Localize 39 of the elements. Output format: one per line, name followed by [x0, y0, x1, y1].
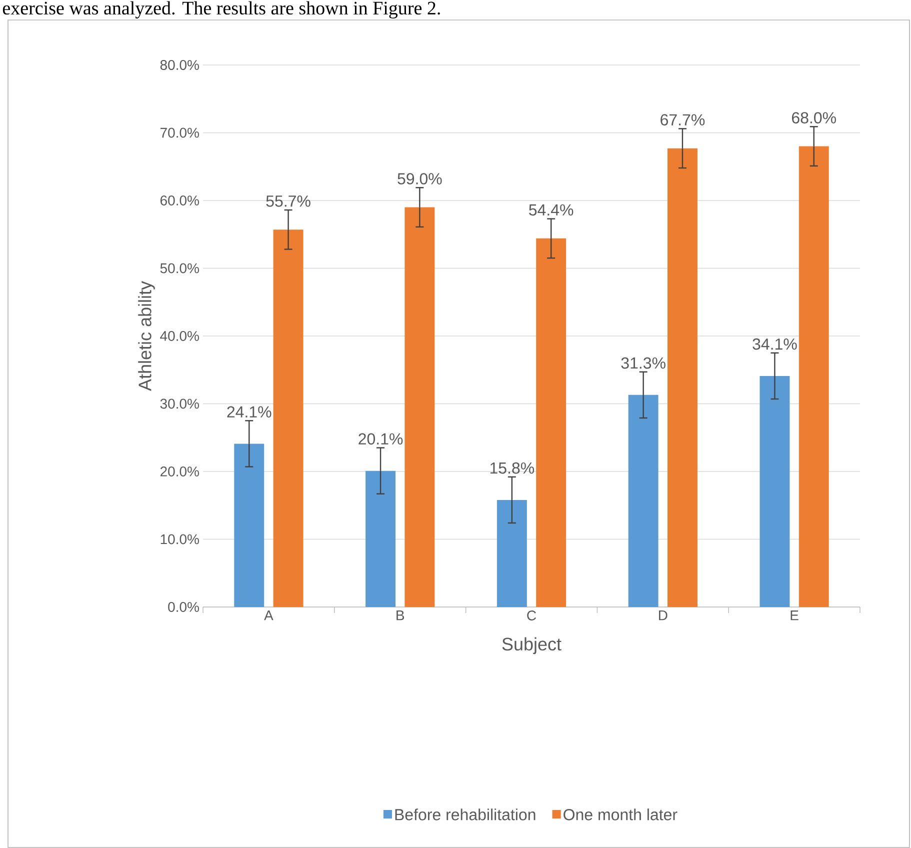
- bar: [536, 238, 566, 607]
- bar: [366, 470, 396, 607]
- data-label: 34.1%: [752, 338, 797, 350]
- data-label: 67.7%: [660, 114, 705, 126]
- legend-label: One month later: [564, 808, 678, 820]
- y-tick-label: 30.0%: [160, 398, 199, 409]
- data-label: 24.1%: [227, 406, 272, 418]
- x-tick-label: C: [527, 610, 536, 620]
- data-label: 54.4%: [529, 204, 574, 216]
- data-label: 20.1%: [358, 433, 403, 445]
- bar: [496, 500, 527, 607]
- bar: [234, 444, 264, 607]
- legend-label: Before rehabilitation: [395, 808, 536, 820]
- bar: [273, 230, 304, 607]
- x-tick-label: A: [264, 610, 274, 620]
- y-tick-label: 0.0%: [168, 602, 199, 612]
- y-tick-label: 10.0%: [160, 534, 199, 544]
- data-label: 68.0%: [792, 112, 836, 124]
- y-tick-label: 40.0%: [160, 331, 199, 341]
- bar: [668, 148, 698, 607]
- data-label: 15.8%: [490, 462, 534, 474]
- data-label: 59.0%: [398, 173, 442, 184]
- y-tick-label: 60.0%: [160, 196, 199, 206]
- text: exercise was analyzed. The results are shown in Figure 2.: [2, 1, 440, 18]
- y-tick-label: 20.0%: [160, 466, 199, 476]
- y-axis-title: Athletic ability: [138, 281, 155, 391]
- y-tick-label: 80.0%: [160, 60, 199, 70]
- bar: [628, 394, 658, 607]
- bar: [798, 146, 829, 607]
- y-tick-label: 70.0%: [160, 128, 199, 138]
- x-tick-label: B: [396, 610, 404, 620]
- data-label: 55.7%: [266, 196, 310, 207]
- bar: [760, 376, 790, 607]
- x-axis-title: Subject: [502, 637, 562, 654]
- y-tick-label: 50.0%: [160, 263, 199, 274]
- data-label: 31.3%: [621, 357, 666, 369]
- x-tick-label: D: [658, 610, 668, 620]
- x-tick-label: E: [790, 610, 798, 620]
- bar: [404, 207, 435, 607]
